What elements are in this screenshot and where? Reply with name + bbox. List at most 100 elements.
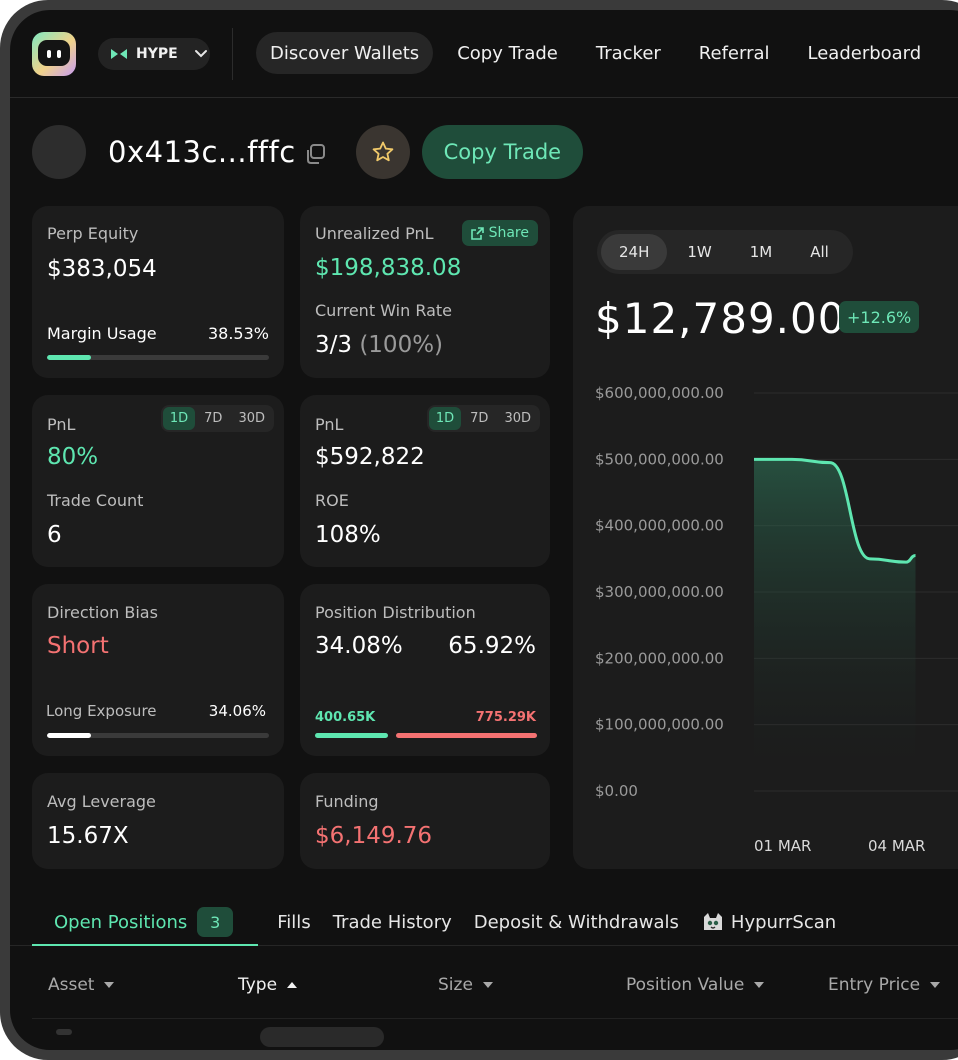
nav-leaderboard[interactable]: Leaderboard <box>807 42 922 64</box>
direction-bias-label: Direction Bias <box>47 603 158 622</box>
chart-range-tabs: 24H 1W 1M All <box>597 230 853 274</box>
token-label: HYPE <box>136 46 178 62</box>
y-tick-label: $100,000,000.00 <box>595 716 724 734</box>
short-distribution-bar <box>396 733 537 738</box>
nav-copy-trade[interactable]: Copy Trade <box>457 42 558 64</box>
position-distribution-label: Position Distribution <box>315 603 476 622</box>
margin-usage-bar <box>47 355 269 360</box>
avg-leverage-label: Avg Leverage <box>47 792 156 811</box>
chart-area-fill <box>754 459 916 791</box>
pnl-usd-period-toggle: 1D 7D 30D <box>426 405 540 432</box>
period-1d[interactable]: 1D <box>428 407 462 430</box>
y-tick-label: $0.00 <box>595 782 638 800</box>
period-30d[interactable]: 30D <box>504 411 531 426</box>
sort-down-icon <box>482 982 493 988</box>
column-position-value-label: Position Value <box>626 975 745 995</box>
hype-bowtie-icon <box>111 49 127 59</box>
nav-referral[interactable]: Referral <box>698 42 770 64</box>
column-asset[interactable]: Asset <box>48 975 115 995</box>
win-rate-label: Current Win Rate <box>315 301 453 320</box>
period-30d[interactable]: 30D <box>238 411 265 426</box>
column-position-value[interactable]: Position Value <box>626 975 765 995</box>
wallet-address: 0x413c...fffc <box>108 135 296 169</box>
column-asset-label: Asset <box>48 975 95 995</box>
type-badge <box>260 1027 384 1047</box>
funding-label: Funding <box>315 792 379 811</box>
pnl-percent-value: 80% <box>47 444 99 470</box>
direction-bias-card: Direction Bias Short Long Exposure 34.06… <box>32 584 284 756</box>
perp-equity-card: Perp Equity $383,054 Margin Usage 38.53% <box>32 206 284 378</box>
funding-card: Funding $6,149.76 <box>300 773 550 869</box>
range-1m[interactable]: 1M <box>749 243 773 261</box>
star-icon <box>372 141 393 162</box>
chart-current-value: $12,789.00 <box>595 294 846 343</box>
tabs-divider <box>10 945 958 946</box>
tab-fills[interactable]: Fills <box>277 911 311 933</box>
tab-hypurrscan[interactable]: HypurrScan <box>701 910 836 934</box>
logo-face-icon <box>38 40 70 66</box>
funding-value: $6,149.76 <box>315 823 433 849</box>
range-24h[interactable]: 24H <box>601 234 668 270</box>
period-1d[interactable]: 1D <box>162 407 196 430</box>
copy-icon[interactable] <box>304 143 326 165</box>
margin-usage-fill <box>47 355 92 360</box>
sort-up-icon <box>287 982 298 988</box>
long-exposure-bar <box>47 733 269 738</box>
share-icon <box>470 226 484 240</box>
long-size-value: 400.65K <box>315 710 376 725</box>
table-row[interactable] <box>32 1018 958 1048</box>
sort-down-icon <box>104 982 115 988</box>
long-exposure-value: 34.06% <box>208 702 266 720</box>
tab-trade-history[interactable]: Trade History <box>332 911 452 933</box>
y-tick-label: $400,000,000.00 <box>595 517 724 535</box>
tab-open-positions-label: Open Positions <box>54 911 188 933</box>
chart-change-badge: +12.6% <box>839 301 920 333</box>
share-button[interactable]: Share <box>461 220 538 246</box>
perp-equity-label: Perp Equity <box>47 224 139 243</box>
short-share-value: 65.92% <box>448 633 536 659</box>
column-type-label: Type <box>238 975 278 995</box>
long-distribution-bar <box>315 733 388 738</box>
win-rate-ratio: 3/3 <box>315 332 353 358</box>
period-7d[interactable]: 7D <box>470 411 489 426</box>
direction-bias-value: Short <box>47 633 109 659</box>
avg-leverage-value: 15.67X <box>47 823 129 849</box>
unrealized-pnl-label: Unrealized PnL <box>315 224 434 243</box>
y-tick-label: $500,000,000.00 <box>595 450 724 468</box>
nav-tracker[interactable]: Tracker <box>595 42 661 64</box>
long-share-value: 34.08% <box>315 633 403 659</box>
pnl-usd-label: PnL <box>315 415 344 434</box>
x-tick-label: 01 MAR <box>754 837 811 855</box>
column-type[interactable]: Type <box>238 975 298 995</box>
tab-deposit-withdrawals[interactable]: Deposit & Withdrawals <box>473 911 679 933</box>
wallet-avatar <box>32 125 86 179</box>
positions-tabs: Open Positions 3 Fills Trade History Dep… <box>32 898 858 946</box>
nav-discover-wallets[interactable]: Discover Wallets <box>256 32 434 74</box>
period-7d[interactable]: 7D <box>204 411 223 426</box>
app-screen: HYPE Discover Wallets Copy Trade Tracker… <box>10 10 958 1050</box>
pnl-usd-card: PnL 1D 7D 30D $592,822 ROE 108% <box>300 395 550 567</box>
position-distribution-card: Position Distribution 34.08% 65.92% 400.… <box>300 584 550 756</box>
trade-count-value: 6 <box>47 522 62 548</box>
token-selector[interactable]: HYPE <box>98 38 210 70</box>
tab-open-positions[interactable]: Open Positions 3 <box>54 907 234 937</box>
column-size[interactable]: Size <box>438 975 493 995</box>
column-entry-price[interactable]: Entry Price <box>828 975 941 995</box>
favorite-button[interactable] <box>355 125 410 179</box>
copy-trade-button[interactable]: Copy Trade <box>421 125 584 179</box>
active-tab-underline <box>32 944 258 946</box>
equity-chart-card: 24H 1W 1M All $12,789.00 +12.6% $600,000… <box>573 206 958 869</box>
range-1w[interactable]: 1W <box>687 243 712 261</box>
perp-equity-value: $383,054 <box>47 256 157 282</box>
header-divider <box>232 28 233 80</box>
x-tick-label: 04 MAR <box>868 837 925 855</box>
win-rate-percent: (100%) <box>359 332 444 358</box>
main-nav: Discover Wallets Copy Trade Tracker Refe… <box>256 32 945 74</box>
y-tick-label: $300,000,000.00 <box>595 583 724 601</box>
unrealized-pnl-value: $198,838.08 <box>315 255 462 281</box>
unrealized-pnl-card: Unrealized PnL Share $198,838.08 Current… <box>300 206 550 378</box>
tab-hypurrscan-label: HypurrScan <box>730 911 837 933</box>
range-all[interactable]: All <box>810 243 829 261</box>
column-size-label: Size <box>438 975 473 995</box>
app-logo[interactable] <box>32 32 76 76</box>
